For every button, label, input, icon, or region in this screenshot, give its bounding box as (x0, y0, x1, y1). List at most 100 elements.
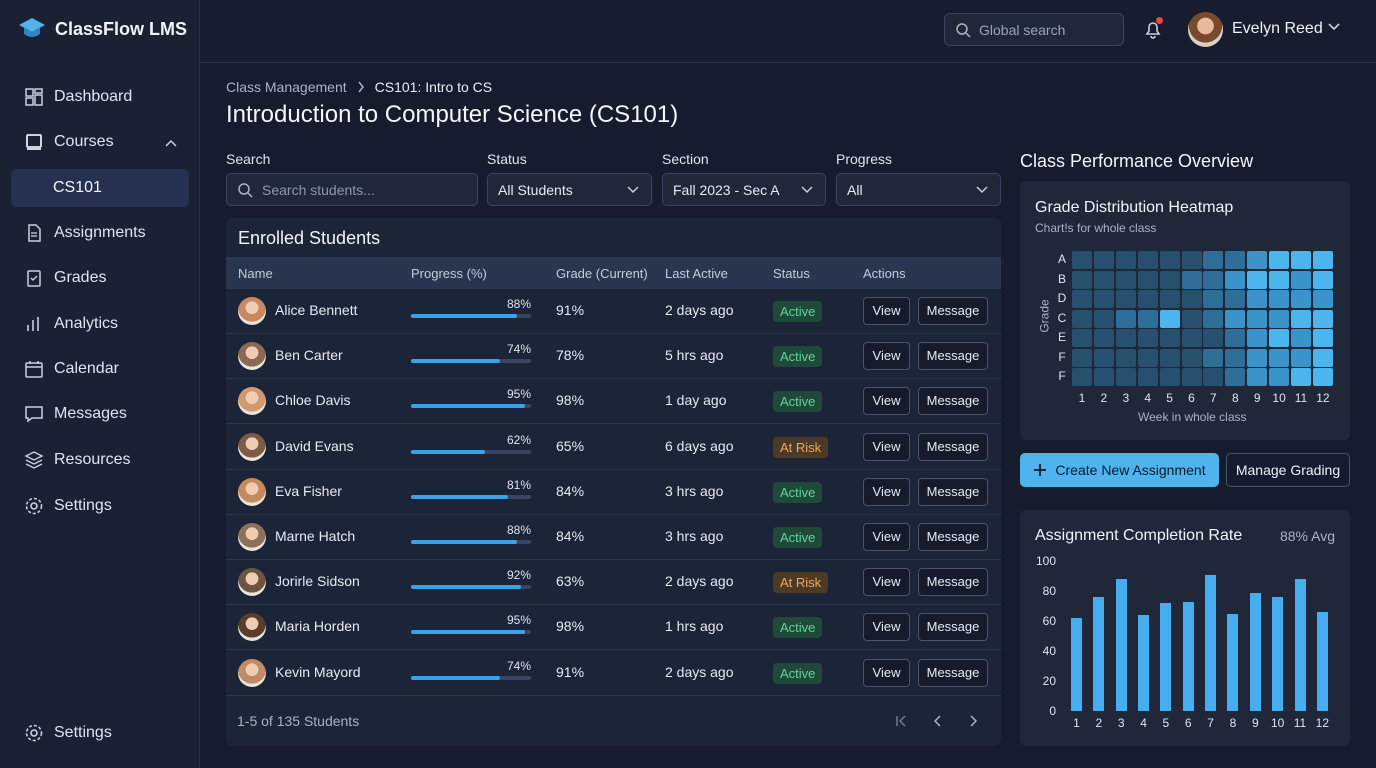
completion-bar[interactable] (1316, 612, 1328, 711)
message-button[interactable]: Message (918, 658, 988, 687)
message-button[interactable]: Message (918, 342, 988, 371)
completion-bar[interactable] (1071, 618, 1082, 711)
bell-icon[interactable] (1142, 18, 1164, 40)
heatmap-cell[interactable] (1181, 368, 1202, 386)
heatmap-cell[interactable] (1137, 309, 1158, 328)
heatmap-cell[interactable] (1137, 368, 1158, 386)
heatmap-cell[interactable] (1225, 368, 1246, 386)
heatmap-cell[interactable] (1247, 368, 1268, 386)
heatmap-cell[interactable] (1093, 309, 1114, 328)
student-name[interactable]: Marne Hatch (275, 528, 356, 544)
view-button[interactable]: View (863, 658, 910, 687)
heatmap-cell[interactable] (1181, 290, 1202, 308)
heatmap-cell[interactable] (1269, 270, 1290, 289)
student-name[interactable]: David Evans (275, 437, 354, 454)
view-button[interactable]: View (863, 297, 910, 325)
heatmap-cell[interactable] (1159, 368, 1180, 386)
heatmap-cell[interactable] (1312, 251, 1333, 269)
column-header-name[interactable]: Name (238, 266, 273, 281)
heatmap-cell[interactable] (1072, 329, 1092, 347)
heatmap-cell[interactable] (1225, 290, 1246, 308)
view-button[interactable]: View (863, 387, 910, 416)
heatmap-cell[interactable] (1203, 290, 1224, 308)
heatmap-cell[interactable] (1269, 309, 1290, 328)
heatmap-cell[interactable] (1291, 329, 1311, 347)
heatmap-cell[interactable] (1247, 270, 1268, 289)
heatmap-cell[interactable] (1072, 290, 1092, 308)
heatmap-cell[interactable] (1093, 329, 1114, 347)
heatmap-cell[interactable] (1312, 329, 1333, 347)
column-header-progress[interactable]: Progress (%) (411, 266, 487, 281)
completion-bar[interactable] (1115, 579, 1127, 711)
heatmap-cell[interactable] (1072, 251, 1092, 269)
sidebar-item-dashboard[interactable]: Dashboard (11, 78, 189, 116)
heatmap-cell[interactable] (1291, 290, 1311, 308)
student-search-input[interactable]: Search students... (226, 173, 478, 206)
heatmap-cell[interactable] (1247, 251, 1268, 269)
completion-bar[interactable] (1182, 601, 1194, 711)
heatmap-cell[interactable] (1312, 368, 1333, 386)
completion-bar[interactable] (1138, 615, 1150, 711)
heatmap-cell[interactable] (1247, 309, 1268, 328)
heatmap-cell[interactable] (1137, 348, 1158, 367)
heatmap-cell[interactable] (1072, 348, 1092, 367)
heatmap-cell[interactable] (1269, 368, 1290, 386)
heatmap-cell[interactable] (1312, 309, 1333, 328)
heatmap-cell[interactable] (1115, 270, 1136, 289)
heatmap-cell[interactable] (1225, 348, 1246, 367)
message-button[interactable]: Message (918, 387, 988, 416)
heatmap-cell[interactable] (1225, 251, 1246, 269)
heatmap-cell[interactable] (1137, 290, 1158, 308)
section-select[interactable]: Fall 2023 - Sec A (662, 173, 826, 206)
heatmap-cell[interactable] (1181, 270, 1202, 289)
student-name[interactable]: Jorirle Sidson (275, 573, 360, 590)
heatmap-cell[interactable] (1181, 251, 1202, 269)
table-row[interactable]: David Evans 62% 65% 6 days ago At Risk View Me… (226, 425, 1001, 470)
first-page-icon[interactable] (894, 714, 908, 728)
heatmap-cell[interactable] (1159, 290, 1180, 308)
student-name[interactable]: Maria Horden (275, 618, 360, 635)
heatmap-cell[interactable] (1269, 329, 1290, 347)
create-assignment-button[interactable]: Create New Assignment (1020, 453, 1219, 487)
heatmap-cell[interactable] (1093, 290, 1114, 308)
message-button[interactable]: Message (918, 523, 988, 551)
table-row[interactable]: Ben Carter 74% 78% 5 hrs ago Active View Messa… (226, 334, 1001, 380)
heatmap-cell[interactable] (1093, 348, 1114, 367)
sidebar-item-cs101[interactable]: CS101 (11, 169, 189, 207)
heatmap-cell[interactable] (1225, 270, 1246, 289)
heatmap-cell[interactable] (1247, 348, 1268, 367)
student-name[interactable]: Eva Fisher (275, 482, 342, 499)
heatmap-cell[interactable] (1203, 348, 1224, 367)
heatmap-cell[interactable] (1291, 309, 1311, 328)
heatmap-cell[interactable] (1115, 348, 1136, 367)
student-name[interactable]: Chloe Davis (275, 392, 351, 409)
message-button[interactable]: Message (918, 477, 988, 506)
heatmap-cell[interactable] (1072, 270, 1092, 289)
manage-grading-button[interactable]: Manage Grading (1226, 453, 1350, 487)
table-row[interactable]: Eva Fisher 81% 84% 3 hrs ago Active View Messa… (226, 470, 1001, 515)
heatmap-cell[interactable] (1269, 290, 1290, 308)
sidebar-item-analytics[interactable]: Analytics (11, 305, 189, 343)
view-button[interactable]: View (863, 477, 910, 506)
table-row[interactable]: Kevin Mayord 74% 91% 2 days ago Active View Me… (226, 651, 1001, 696)
completion-bar[interactable] (1272, 597, 1284, 711)
heatmap-cell[interactable] (1093, 368, 1114, 386)
user-name[interactable]: Evelyn Reed (1232, 20, 1323, 37)
heatmap-cell[interactable] (1247, 290, 1268, 308)
heatmap-cell[interactable] (1203, 368, 1224, 386)
completion-bar[interactable] (1294, 579, 1306, 711)
user-avatar[interactable] (1188, 12, 1223, 47)
heatmap-cell[interactable] (1137, 270, 1158, 289)
table-row[interactable]: Chloe Davis 95% 98% 1 day ago Active View Mess… (226, 379, 1001, 425)
heatmap-cell[interactable] (1072, 309, 1092, 328)
view-button[interactable]: View (863, 568, 910, 597)
heatmap-cell[interactable] (1115, 329, 1136, 347)
heatmap-cell[interactable] (1093, 251, 1114, 269)
progress-select[interactable]: All (836, 173, 1001, 206)
heatmap-cell[interactable] (1115, 309, 1136, 328)
heatmap-cell[interactable] (1269, 348, 1290, 367)
view-button[interactable]: View (863, 432, 910, 461)
view-button[interactable]: View (863, 523, 910, 551)
table-row[interactable]: Maria Horden 95% 98% 1 hrs ago Active View Mes… (226, 605, 1001, 651)
heatmap-cell[interactable] (1072, 368, 1092, 386)
